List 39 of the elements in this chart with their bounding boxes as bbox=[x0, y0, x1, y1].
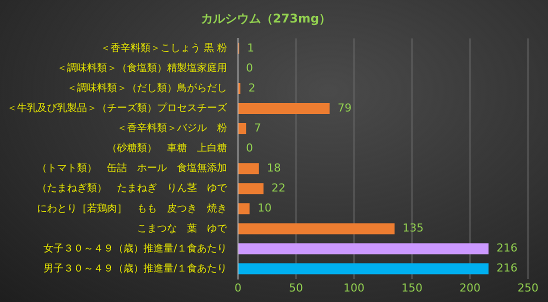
data-label: 79 bbox=[338, 101, 352, 114]
y-tick-label: ＜香辛料類＞こしょう 黒 粉 bbox=[100, 42, 227, 54]
y-tick-label: （砂糖類） 車糖 上白糖 bbox=[107, 142, 227, 154]
bar bbox=[238, 263, 489, 274]
data-label: 1 bbox=[247, 41, 254, 54]
y-tick-label: ＜香辛料類＞バジル 粉 bbox=[117, 122, 227, 134]
chart-title: カルシウム（273mg） bbox=[200, 11, 332, 26]
y-tick-label: こまつな 葉 ゆで bbox=[137, 222, 228, 234]
x-tick-label: 250 bbox=[518, 281, 538, 294]
bar bbox=[238, 103, 330, 114]
y-tick-label: ＜調味料類＞（食塩類）精製塩家庭用 bbox=[57, 62, 227, 74]
x-tick-label: 200 bbox=[460, 281, 480, 294]
data-label: 135 bbox=[402, 222, 424, 235]
x-tick-label: 50 bbox=[289, 281, 303, 294]
data-label: 10 bbox=[258, 202, 272, 215]
x-tick-label: 0 bbox=[234, 281, 242, 294]
y-tick-label: にわとり［若鶏肉］ もも 皮つき 焼き bbox=[37, 202, 227, 214]
y-tick-label: 女子３０～４９（歳）推進量/１食あたり bbox=[44, 242, 227, 254]
x-tick-label: 150 bbox=[402, 281, 422, 294]
data-label: 18 bbox=[266, 161, 281, 174]
data-label: 0 bbox=[246, 61, 253, 74]
y-tick-label: ＜調味料類＞（だし類）鳥がらだし bbox=[67, 82, 227, 94]
bar bbox=[238, 223, 395, 234]
bar bbox=[238, 203, 250, 214]
y-tick-label: ＜牛乳及び乳製品＞（チーズ類）プロセスチーズ bbox=[7, 102, 228, 114]
bar bbox=[238, 243, 489, 254]
bar bbox=[238, 123, 246, 134]
y-tick-label: （トマト類） 缶詰 ホール 食塩無添加 bbox=[37, 162, 227, 174]
bar bbox=[238, 183, 264, 194]
y-tick-label: 男子３０～４９（歳）推進量/１食あたり bbox=[44, 262, 227, 274]
data-label: 2 bbox=[248, 81, 256, 94]
data-label: 7 bbox=[254, 121, 262, 134]
data-label: 216 bbox=[496, 262, 518, 275]
y-tick-label: （たまねぎ類） たまねぎ りん茎 ゆで bbox=[37, 182, 228, 194]
data-label: 216 bbox=[496, 242, 518, 255]
x-tick-label: 100 bbox=[344, 281, 364, 294]
data-label: 22 bbox=[272, 182, 286, 195]
data-label: 0 bbox=[246, 141, 253, 154]
bar bbox=[238, 163, 259, 174]
